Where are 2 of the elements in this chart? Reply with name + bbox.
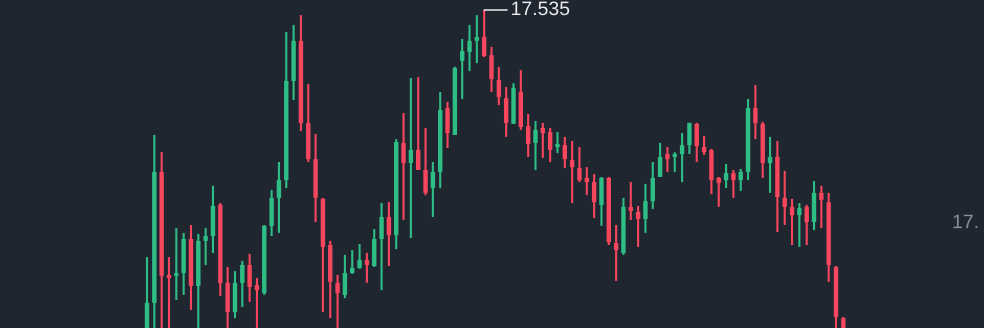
annotation: 17.535 xyxy=(512,1,570,16)
text: 17. xyxy=(954,214,978,228)
